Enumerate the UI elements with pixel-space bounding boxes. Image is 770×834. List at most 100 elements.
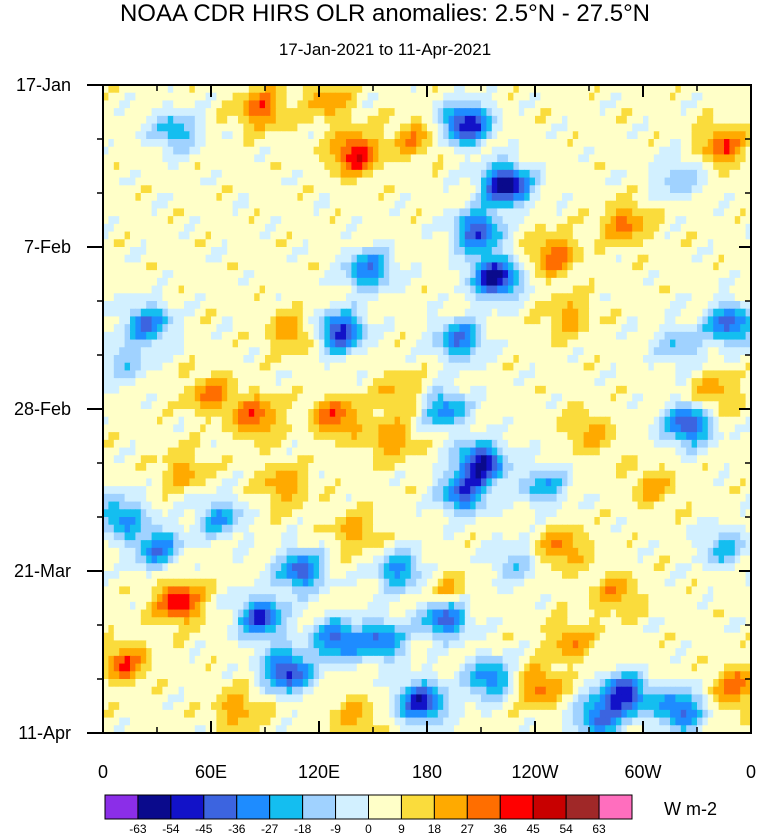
field-cell bbox=[308, 293, 315, 302]
field-cell bbox=[599, 370, 606, 379]
field-cell bbox=[248, 139, 255, 148]
field-cell bbox=[702, 293, 709, 302]
field-cell bbox=[221, 277, 228, 287]
field-cell bbox=[562, 316, 568, 325]
field-cell bbox=[535, 362, 541, 372]
field-cell bbox=[740, 146, 747, 156]
field-cell bbox=[513, 115, 520, 125]
field-cell bbox=[697, 139, 703, 148]
field-cell bbox=[734, 115, 741, 125]
field-cell bbox=[491, 316, 498, 325]
field-cell bbox=[275, 401, 282, 410]
field-cell bbox=[567, 324, 574, 333]
field-cell bbox=[713, 301, 720, 310]
field-cell bbox=[437, 139, 444, 148]
field-cell bbox=[680, 100, 687, 109]
field-cell bbox=[383, 347, 390, 356]
field-cell bbox=[383, 131, 390, 140]
field-cell bbox=[108, 223, 115, 233]
field-cell bbox=[540, 293, 547, 302]
field-cell bbox=[529, 131, 536, 140]
field-cell bbox=[697, 293, 703, 302]
field-cell bbox=[184, 223, 190, 233]
field-cell bbox=[621, 262, 628, 271]
field-cell bbox=[103, 331, 109, 341]
field-cell bbox=[459, 200, 466, 210]
field-cell bbox=[454, 324, 460, 333]
field-cell bbox=[184, 285, 190, 294]
field-cell bbox=[178, 324, 185, 333]
field-cell bbox=[221, 139, 228, 148]
field-cell bbox=[691, 131, 698, 140]
field-cell bbox=[103, 247, 109, 256]
field-cell bbox=[545, 131, 552, 140]
field-cell bbox=[643, 108, 649, 117]
field-cell bbox=[135, 285, 142, 294]
field-cell bbox=[578, 254, 585, 264]
field-cell bbox=[475, 146, 482, 156]
field-cell bbox=[313, 193, 320, 202]
field-cell bbox=[610, 378, 617, 387]
field-cell bbox=[194, 231, 201, 240]
field-cell bbox=[400, 177, 406, 186]
field-cell bbox=[454, 200, 460, 210]
field-cell bbox=[713, 177, 720, 186]
field-cell bbox=[216, 393, 223, 402]
field-cell bbox=[599, 185, 606, 194]
field-cell bbox=[599, 254, 606, 264]
field-cell bbox=[421, 100, 428, 109]
field-cell bbox=[389, 347, 396, 356]
field-cell bbox=[167, 347, 174, 356]
field-cell bbox=[319, 270, 325, 279]
field-cell bbox=[410, 385, 417, 395]
field-cell bbox=[216, 146, 223, 156]
field-cell bbox=[691, 316, 698, 325]
field-cell bbox=[551, 316, 558, 325]
field-cell bbox=[745, 131, 751, 140]
field-cell bbox=[140, 301, 147, 310]
field-cell bbox=[508, 270, 514, 279]
field-cell bbox=[459, 331, 466, 341]
field-cell bbox=[189, 162, 196, 171]
field-cell bbox=[383, 108, 390, 117]
field-cell bbox=[238, 169, 244, 179]
field-cell bbox=[362, 154, 369, 163]
field-cell bbox=[389, 370, 396, 379]
field-cell bbox=[216, 139, 223, 148]
field-cell bbox=[319, 162, 325, 171]
field-cell bbox=[491, 362, 498, 372]
field-cell bbox=[486, 362, 493, 372]
field-cell bbox=[308, 223, 315, 233]
field-cell bbox=[394, 262, 401, 271]
field-cell bbox=[221, 92, 228, 102]
field-cell bbox=[675, 254, 682, 264]
field-cell bbox=[297, 254, 304, 264]
field-cell bbox=[124, 370, 131, 379]
field-cell bbox=[184, 254, 190, 264]
field-cell bbox=[329, 146, 336, 156]
field-cell bbox=[443, 308, 450, 318]
field-cell bbox=[232, 208, 239, 217]
field-cell bbox=[184, 347, 190, 356]
field-cell bbox=[265, 108, 271, 117]
field-cell bbox=[259, 154, 266, 163]
field-cell bbox=[319, 239, 325, 248]
field-cell bbox=[232, 385, 239, 395]
field-cell bbox=[653, 347, 660, 356]
field-cell bbox=[216, 247, 223, 256]
field-cell bbox=[119, 324, 126, 333]
field-cell bbox=[167, 339, 174, 348]
field-cell bbox=[135, 331, 142, 341]
field-cell bbox=[691, 393, 698, 402]
field-cell bbox=[702, 231, 709, 240]
field-cell bbox=[113, 362, 120, 372]
field-cell bbox=[259, 370, 266, 379]
field-cell bbox=[697, 154, 703, 163]
field-cell bbox=[616, 270, 622, 279]
field-cell bbox=[259, 362, 266, 372]
field-cell bbox=[562, 154, 568, 163]
field-cell bbox=[610, 223, 617, 233]
field-cell bbox=[302, 100, 309, 109]
field-cell bbox=[281, 108, 288, 117]
field-cell bbox=[572, 146, 579, 156]
